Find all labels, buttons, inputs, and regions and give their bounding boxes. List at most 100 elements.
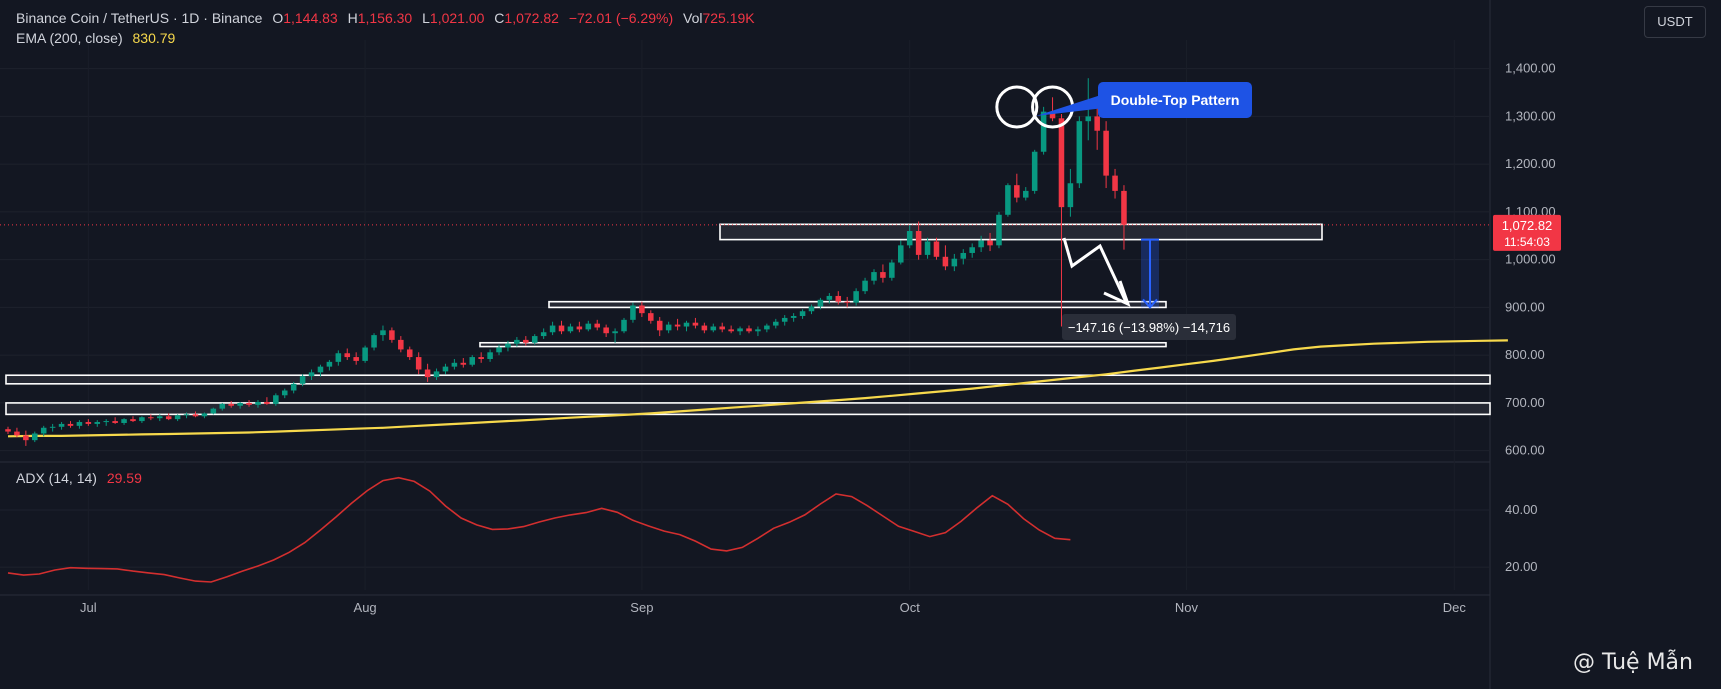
adx-tick-label: 40.00 [1505, 502, 1538, 517]
candle-body [157, 416, 163, 419]
candle-body [612, 331, 618, 334]
symbol-title: Binance Coin / TetherUS · 1D · Binance [16, 10, 263, 26]
currency-button[interactable]: USDT [1644, 6, 1706, 38]
candle-body [32, 433, 38, 441]
candle-body [67, 423, 74, 426]
candle-body [710, 326, 717, 331]
candle-body [648, 313, 654, 321]
callout-label: Double-Top Pattern [1111, 92, 1240, 108]
candle-body [353, 357, 359, 361]
price-tick-label: 900.00 [1505, 299, 1545, 314]
candle-body [728, 329, 734, 332]
time-tick-label: Aug [354, 600, 377, 615]
candle-body [549, 325, 556, 333]
time-tick-label: Nov [1175, 600, 1199, 615]
ema-legend: EMA (200, close) 830.79 [16, 30, 175, 46]
candle-body [1058, 118, 1065, 208]
candle-body [228, 403, 234, 406]
candle-body [558, 325, 565, 332]
candle-body [398, 339, 404, 350]
candle-body [1040, 111, 1047, 152]
candle-body [781, 317, 788, 322]
candle-body [415, 357, 422, 370]
candle-body [406, 349, 413, 358]
candle-body [1085, 116, 1092, 122]
candle-body [790, 316, 797, 318]
candle-body [567, 326, 574, 332]
candle-body [906, 231, 913, 246]
candle-body [1112, 175, 1118, 191]
candle-body [1094, 116, 1100, 131]
candle-body [121, 419, 127, 423]
candle-body [85, 422, 92, 424]
candle-body [76, 422, 83, 426]
candle-body [40, 427, 47, 434]
candle-body [246, 402, 252, 405]
candle-body [871, 272, 877, 281]
candle-body [299, 376, 306, 384]
candle-body [531, 336, 538, 343]
candle-body [389, 330, 395, 340]
support-resistance-zone [479, 341, 1167, 348]
high-value: 1,156.30 [357, 10, 413, 26]
candle-body [290, 383, 297, 391]
adx-label: ADX (14, 14) [16, 470, 97, 486]
candle-body [996, 214, 1002, 246]
projection-arrow [1062, 237, 1128, 303]
candle-body [326, 361, 333, 367]
candle-body [148, 417, 154, 419]
candle-body [817, 299, 824, 307]
candle-body [174, 415, 181, 420]
ema-label: EMA (200, close) [16, 30, 123, 46]
candle-body [487, 352, 493, 359]
price-tick-label: 800.00 [1505, 347, 1545, 362]
symbol-legend: Binance Coin / TetherUS · 1D · Binance O… [16, 10, 755, 26]
open-value: 1,144.83 [283, 10, 338, 26]
candle-body [317, 366, 324, 373]
candle-body [746, 328, 752, 332]
support-resistance-zone [5, 402, 1491, 416]
candle-body [210, 408, 217, 414]
candle-body [523, 339, 529, 343]
candle-body [656, 320, 663, 331]
candle-body [898, 245, 904, 263]
candle-body [442, 366, 449, 372]
candle-body [978, 240, 984, 248]
change-value: −72.01 (−6.29%) [568, 10, 674, 26]
close-value: 1,072.82 [504, 10, 559, 26]
price-tick-label: 600.00 [1505, 443, 1545, 458]
candle-body [505, 343, 511, 348]
candle-body [201, 413, 208, 417]
candle-body [362, 347, 368, 361]
candle-body [308, 372, 315, 377]
candle-body [835, 295, 842, 302]
candle-body [540, 332, 547, 337]
candle-body [719, 326, 725, 330]
time-tick-label: Sep [630, 600, 653, 615]
candle-body [1049, 111, 1056, 119]
candle-body [1014, 185, 1020, 198]
candle-body [139, 417, 145, 422]
candle-body [514, 339, 520, 344]
price-tick-label: 1,000.00 [1505, 252, 1556, 267]
ema-line [7, 339, 1508, 438]
candle-body [630, 305, 636, 320]
candle-body [255, 401, 261, 405]
candle-body [478, 357, 484, 359]
candle-body [755, 329, 761, 332]
candle-body [942, 256, 949, 267]
candle-body [862, 280, 868, 292]
candle-body [112, 421, 118, 423]
candle-body [94, 422, 101, 424]
adx-value: 29.59 [106, 470, 142, 486]
price-tick-label: 1,200.00 [1505, 156, 1556, 171]
volume-label: Vol [683, 10, 703, 26]
candle-body [799, 311, 806, 317]
candle-body [826, 295, 833, 300]
candle-body [281, 390, 288, 396]
candle-body [1103, 130, 1109, 176]
candle-body [237, 402, 243, 406]
price-tick-label: 700.00 [1505, 395, 1545, 410]
